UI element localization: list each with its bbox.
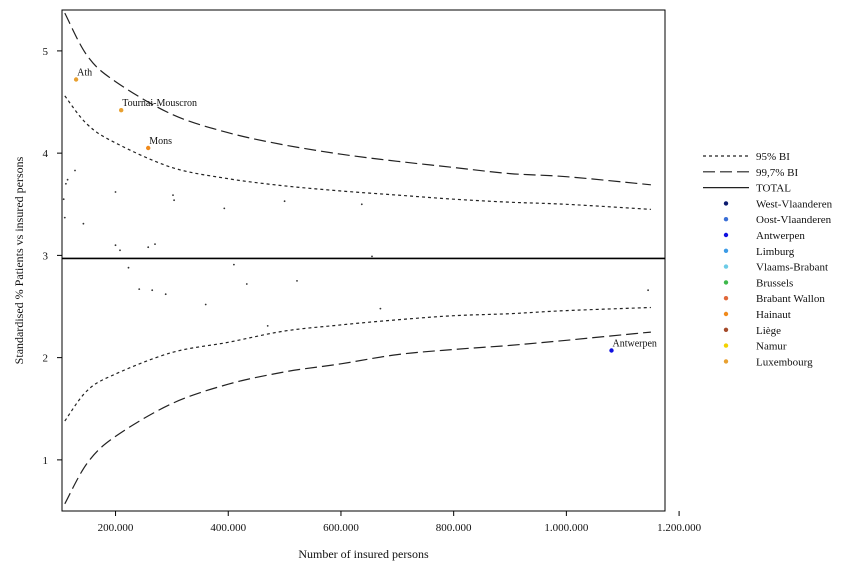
data-point <box>114 191 117 193</box>
band-lines <box>62 12 665 505</box>
data-point <box>65 182 67 185</box>
bi997-upper-line <box>64 12 651 186</box>
legend-color-swatch <box>723 327 729 332</box>
x-axis-title: Number of insured persons <box>298 547 429 561</box>
legend-label: TOTAL <box>756 183 791 195</box>
y-tick-label: 5 <box>43 46 49 58</box>
legend-label: Luxembourg <box>756 356 813 368</box>
data-point <box>609 348 614 353</box>
legend-color-swatch <box>723 359 729 364</box>
data-point <box>63 216 66 219</box>
legend: 95% BI 99,7% BI TOTAL West-Vlaanderen Oost-V… <box>703 151 833 368</box>
y-axis: 1 2 3 4 5 <box>43 46 62 467</box>
legend-color-swatch <box>723 296 729 301</box>
data-point <box>647 289 649 292</box>
legend-label: Liège <box>756 325 781 337</box>
data-point <box>245 283 248 285</box>
x-tick-label: 200.000 <box>98 522 134 534</box>
legend-color-swatch <box>723 248 729 253</box>
legend-label: Antwerpen <box>756 230 805 242</box>
point-label: Ath <box>77 68 92 79</box>
x-tick-label: 800.000 <box>436 522 472 534</box>
data-point <box>146 145 151 151</box>
data-point <box>172 194 174 197</box>
y-tick-label: 1 <box>43 455 49 467</box>
x-tick-label: 1.000.000 <box>544 522 589 534</box>
legend-color-swatch <box>723 232 729 238</box>
legend-label: 99,7% BI <box>756 167 799 179</box>
data-point <box>233 263 235 266</box>
data-point <box>173 199 176 202</box>
point-label: Antwerpen <box>613 339 657 350</box>
point-labels: Ath Tournai-Mouscron Mons Antwerpen <box>77 68 657 350</box>
data-point <box>283 200 286 203</box>
legend-label: Hainaut <box>756 309 791 321</box>
legend-label: West-Vlaanderen <box>756 198 833 210</box>
data-point <box>151 289 154 292</box>
data-point <box>223 207 226 210</box>
data-point <box>164 293 167 296</box>
legend-color-swatch <box>723 264 729 269</box>
y-tick-label: 2 <box>43 353 49 365</box>
data-point <box>66 178 69 181</box>
y-axis-title: Standardised % Patients vs insured perso… <box>12 156 26 364</box>
data-point <box>147 246 150 249</box>
plot-frame <box>61 9 666 512</box>
data-point <box>74 169 76 172</box>
x-axis: 200.000 400.000 600.000 800.000 1.000.000 1.2… <box>98 511 702 534</box>
data-point <box>360 203 363 206</box>
legend-color-swatch <box>723 280 729 285</box>
legend-color-swatch <box>723 311 729 317</box>
data-point <box>379 307 382 310</box>
data-point <box>296 280 298 282</box>
x-tick-label: 400.000 <box>210 522 246 534</box>
data-point <box>119 108 124 113</box>
legend-label: Namur <box>756 341 787 353</box>
legend-label: Limburg <box>756 246 795 258</box>
data-point <box>82 222 85 225</box>
y-tick-label: 3 <box>43 250 49 262</box>
legend-label: Oost-Vlaanderen <box>756 214 832 226</box>
data-point <box>204 303 207 306</box>
data-point <box>138 288 141 290</box>
data-point <box>371 255 373 258</box>
x-tick-label: 600.000 <box>323 522 359 534</box>
point-label: Tournai-Mouscron <box>122 98 197 109</box>
point-label: Mons <box>149 136 172 147</box>
legend-color-swatch <box>723 217 729 222</box>
data-point <box>114 244 117 247</box>
data-point <box>266 325 269 327</box>
legend-color-swatch <box>723 343 729 348</box>
data-points <box>62 77 649 353</box>
y-tick-label: 4 <box>43 148 49 160</box>
bi95-upper-line <box>64 95 651 210</box>
data-point <box>154 243 156 246</box>
data-point <box>62 198 65 201</box>
data-point <box>119 249 121 252</box>
bi95-lower-line <box>64 306 651 422</box>
bi997-lower-line <box>64 331 651 505</box>
legend-label: Brabant Wallon <box>756 293 825 305</box>
x-tick-label: 1.200.000 <box>657 522 702 534</box>
data-point <box>73 77 79 82</box>
legend-label: Brussels <box>756 277 793 289</box>
legend-label: 95% BI <box>756 151 790 163</box>
legend-label: Vlaams-Brabant <box>756 262 828 274</box>
legend-color-swatch <box>723 201 729 206</box>
data-point <box>127 266 130 269</box>
